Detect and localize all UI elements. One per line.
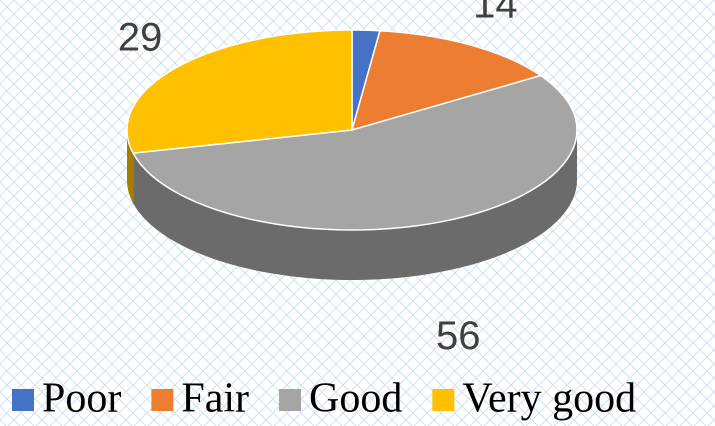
- slice: [131, 74, 578, 231]
- legend-label: Good: [309, 376, 402, 422]
- legend-swatch: [151, 389, 174, 411]
- legend-label: Very good: [462, 376, 636, 422]
- slice-side: [127, 130, 134, 204]
- data-label: 2: [358, 0, 380, 5]
- legend-label: Fair: [181, 376, 249, 422]
- slice-side: [133, 130, 577, 280]
- legend-swatch: [432, 389, 455, 411]
- data-label: 56: [436, 314, 481, 358]
- legend-swatch: [12, 389, 34, 411]
- data-label: 14: [473, 0, 518, 27]
- legend-swatch: [279, 389, 302, 411]
- slice-side-shade: [133, 130, 577, 280]
- data-label: 29: [118, 16, 163, 60]
- slice: [350, 29, 543, 132]
- legend-label: Poor: [42, 376, 121, 422]
- slice-side-shade: [127, 130, 134, 204]
- slice: [126, 29, 353, 154]
